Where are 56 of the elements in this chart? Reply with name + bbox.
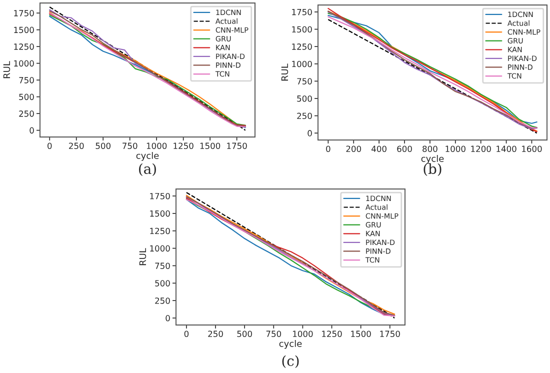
y-tick-label: 250 [19, 110, 34, 117]
text: (a) [139, 163, 156, 176]
y-tick-label: 1000 [292, 60, 312, 68]
y-axis-title: RUL [3, 61, 10, 78]
x-tick-label: 1250 [322, 330, 342, 338]
text: (b) [424, 163, 442, 176]
y-tick-label: 1250 [150, 228, 170, 234]
x-tick-label: 200 [346, 146, 362, 152]
y-tick-label: 750 [19, 77, 34, 84]
x-tick-label: 1750 [227, 142, 247, 150]
x-tick-label: 0 [326, 146, 330, 152]
y-tick-label: 500 [19, 94, 34, 100]
x-tick-label: 600 [397, 146, 412, 152]
x-tick-label: 1200 [471, 146, 491, 152]
y-tick-label: 500 [155, 280, 170, 286]
x-axis-title: cycle [136, 152, 159, 161]
y-tick-label: 1750 [150, 192, 170, 200]
y-tick-label: 0 [166, 315, 170, 322]
x-tick-label: 400 [372, 146, 386, 152]
x-tick-label: 1600 [522, 146, 542, 152]
x-tick-label: 1000 [446, 146, 466, 152]
y-tick-label: 250 [297, 112, 312, 120]
y-tick-label: 500 [297, 95, 312, 102]
x-tick-label: 250 [69, 142, 84, 150]
x-tick-label: 800 [422, 146, 438, 152]
x-tick-label: 1500 [351, 330, 371, 338]
x-tick-label: 1500 [200, 142, 220, 150]
y-tick-label: 0 [308, 130, 312, 136]
x-axis-title: cycle [421, 155, 444, 164]
y-tick-label: 1500 [150, 210, 170, 217]
y-tick-label: 750 [155, 262, 170, 269]
x-tick-label: 0 [48, 142, 52, 150]
y-tick-label: 1750 [292, 8, 312, 16]
x-tick-label: 0 [184, 330, 189, 338]
x-tick-label: 250 [208, 330, 223, 338]
x-tick-label: 1250 [174, 142, 194, 150]
x-tick-label: 750 [266, 330, 282, 338]
y-tick-label: 750 [297, 78, 312, 84]
y-tick-label: 1250 [292, 44, 312, 50]
y-tick-label: 250 [155, 298, 170, 304]
x-tick-label: 500 [237, 330, 252, 338]
x-tick-label: 1750 [380, 330, 400, 338]
y-tick-label: 0 [30, 127, 34, 134]
y-tick-label: 1250 [14, 44, 34, 50]
x-axis-title: cycle [279, 340, 302, 349]
y-tick-label: 1000 [150, 245, 170, 252]
x-tick-label: 500 [96, 142, 111, 150]
y-tick-label: 1500 [14, 26, 34, 34]
y-tick-label: 1000 [14, 60, 34, 67]
y-axis-title: RUL [139, 248, 146, 266]
x-tick-label: 1400 [496, 146, 516, 152]
y-tick-label: 1750 [14, 10, 34, 16]
text: (c) [282, 355, 299, 368]
y-axis-title: RUL [281, 64, 288, 81]
x-tick-label: 750 [122, 142, 138, 150]
y-tick-label: 1500 [292, 26, 312, 33]
